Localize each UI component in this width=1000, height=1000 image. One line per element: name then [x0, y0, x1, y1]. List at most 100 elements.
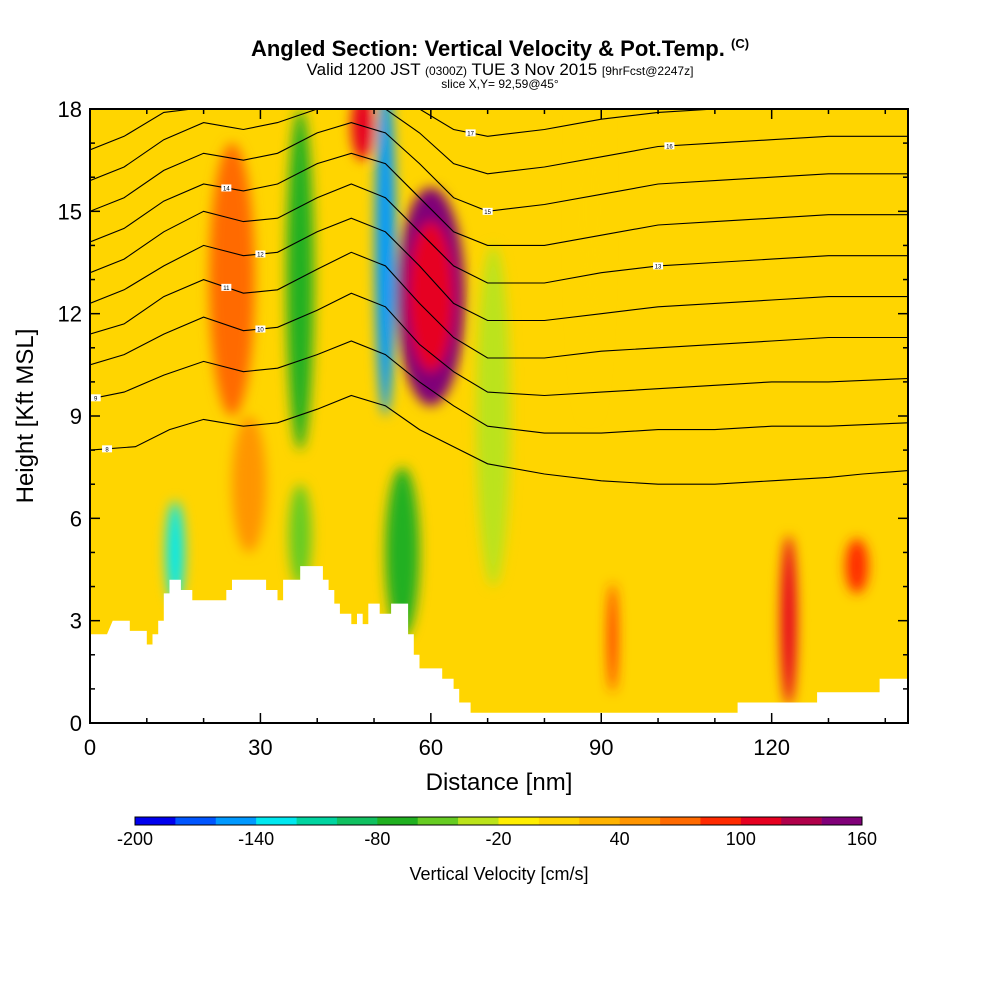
- isentrope-line: [90, 251, 908, 359]
- colorbar-tick-label: 160: [847, 829, 877, 849]
- velocity-cell: [375, 109, 396, 416]
- velocity-cell: [166, 501, 185, 604]
- colorbar-frame: [134, 816, 863, 826]
- terrain-mask: [90, 566, 908, 723]
- y-tick-label: 15: [58, 199, 82, 224]
- isentrope-label: 15: [484, 210, 491, 216]
- isentrope-line: [90, 109, 715, 151]
- x-tick-label: 30: [248, 735, 272, 760]
- x-axis-title: Distance [nm]: [426, 769, 573, 796]
- x-tick-label: 90: [589, 735, 613, 760]
- colorbar-tick-label: -140: [238, 829, 274, 849]
- isentrope-line: [90, 183, 908, 284]
- x-tick-label: 0: [84, 735, 96, 760]
- isentrope-label-box: [255, 250, 266, 258]
- velocity-cell: [845, 538, 869, 594]
- isentrope-line: [90, 217, 908, 322]
- chart-title: Angled Section: Vertical Velocity & Pot.…: [0, 36, 1000, 62]
- isentrope-label-box: [664, 142, 675, 150]
- velocity-cell: [608, 583, 618, 693]
- isentrope-line: [90, 394, 908, 485]
- isentrope-line: [90, 292, 908, 397]
- isentrope-label-box: [482, 207, 493, 215]
- isentrope-label: 9: [94, 396, 98, 402]
- colorbar-swatch: [660, 817, 701, 825]
- isentrope-label-box: [90, 394, 101, 402]
- colorbar-swatch: [296, 817, 338, 825]
- y-tick-label: 0: [70, 711, 82, 736]
- velocity-field: [166, 109, 869, 706]
- isentrope-label-box: [255, 325, 266, 333]
- isentrope-line: [90, 340, 908, 434]
- velocity-cell: [232, 416, 267, 553]
- y-tick-label: 3: [70, 609, 82, 634]
- colorbar-swatch: [458, 817, 499, 825]
- pot-temp-contour-labels: 8 9 10 11 12 13 14 15 16 17: [90, 129, 675, 453]
- valid-zulu: (0300Z): [425, 64, 468, 78]
- isentrope-line: [90, 109, 908, 182]
- plot-area: 8 9 10 11 12 13 14 15 16 17: [89, 108, 909, 724]
- colorbar-tick-label: 40: [610, 829, 630, 849]
- velocity-cell: [351, 109, 375, 161]
- velocity-cell: [780, 535, 797, 706]
- colorbar-swatch: [417, 817, 459, 825]
- y-tick-label: 9: [70, 404, 82, 429]
- colorbar-swatch: [175, 817, 217, 825]
- velocity-cell: [385, 467, 420, 638]
- chart-title-unit: (C): [731, 36, 750, 51]
- isentrope-label: 10: [257, 328, 264, 334]
- x-tick-label: 120: [753, 735, 790, 760]
- x-axis: 0 30 60 90 120: [84, 109, 887, 760]
- valid-date: TUE 3 Nov 2015: [471, 60, 598, 79]
- colorbar-tick-label: -80: [364, 829, 390, 849]
- velocity-cell: [288, 484, 312, 587]
- isentrope-label-box: [653, 262, 664, 270]
- pot-temp-contours: [90, 109, 908, 485]
- y-tick-label: 12: [58, 302, 82, 327]
- colorbar-title: Vertical Velocity [cm/s]: [409, 864, 588, 884]
- isentrope-label-box: [221, 184, 232, 192]
- colorbar-swatch: [135, 817, 176, 825]
- isentrope-label: 12: [257, 252, 264, 258]
- isentrope-label-box: [221, 283, 232, 291]
- velocity-cell: [408, 221, 454, 372]
- colorbar-swatch: [336, 817, 378, 825]
- forecast-info: [9hrFcst@2247z]: [601, 64, 694, 78]
- isentrope-line: [90, 122, 908, 212]
- colorbar-tick-label: -20: [485, 829, 511, 849]
- isentrope-label-box: [102, 445, 113, 453]
- isentrope-line: [90, 152, 908, 246]
- y-tick-label: 6: [70, 506, 82, 531]
- colorbar: -200 -140 -80 -20 40 100 160: [117, 816, 877, 849]
- colorbar-swatch: [619, 817, 661, 825]
- colorbar-swatch: [538, 817, 580, 825]
- colorbar-swatch: [498, 817, 540, 825]
- y-tick-label: 18: [58, 97, 82, 122]
- velocity-cell: [286, 109, 314, 451]
- colorbar-swatch: [740, 817, 782, 825]
- colorbar-swatch: [377, 817, 419, 825]
- chart-title-text: Angled Section: Vertical Velocity & Pot.…: [250, 36, 725, 61]
- x-tick-label: 60: [419, 735, 443, 760]
- colorbar-swatch: [256, 817, 297, 825]
- valid-prefix: Valid 1200 JST: [306, 60, 421, 79]
- velocity-cell: [209, 143, 255, 417]
- isentrope-label: 17: [467, 131, 474, 137]
- colorbar-swatch: [781, 817, 822, 825]
- colorbar-tick-label: 100: [726, 829, 756, 849]
- y-axis: 0 3 6 9 12 15 18: [58, 97, 908, 736]
- slice-info: slice X,Y= 92,59@45°: [441, 77, 559, 91]
- colorbar-swatch: [821, 817, 863, 825]
- velocity-cell: [476, 245, 511, 587]
- colorbar-swatch: [579, 817, 620, 825]
- isentrope-label: 8: [105, 447, 109, 453]
- y-axis-title: Height [Kft MSL]: [12, 329, 39, 504]
- isentrope-label-box: [465, 129, 476, 137]
- colorbar-tick-label: -200: [117, 829, 153, 849]
- valid-time-line: Valid 1200 JST (0300Z) TUE 3 Nov 2015 [9…: [0, 60, 1000, 80]
- colorbar-swatch: [215, 817, 257, 825]
- isentrope-label: 11: [223, 286, 230, 292]
- isentrope-label: 14: [223, 186, 230, 192]
- isentrope-label: 13: [655, 264, 662, 270]
- colorbar-swatch: [700, 817, 742, 825]
